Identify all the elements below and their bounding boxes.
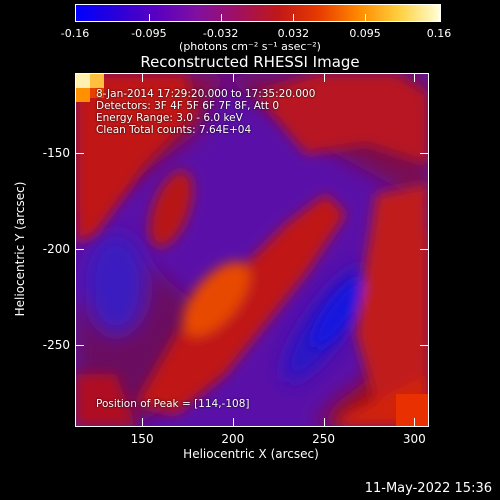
x-tick-mark xyxy=(142,74,144,82)
colorbar-tick-label: 0.095 xyxy=(349,27,381,40)
y-tick-mark xyxy=(76,153,84,155)
colorbar-tick-mark xyxy=(75,14,76,21)
annotation-clean: Clean Total counts: 7.64E+04 xyxy=(96,124,252,136)
x-tick-mark xyxy=(414,418,416,426)
annotation-peak-position: Position of Peak = [114,-108] xyxy=(96,398,250,410)
y-tick-mark xyxy=(420,249,428,250)
colorbar-tick-mark xyxy=(220,14,222,21)
rhessi-image xyxy=(76,74,428,426)
colorbar-units: (photons cm⁻² s⁻¹ asec⁻²) xyxy=(179,40,321,53)
x-tick-label: 300 xyxy=(402,432,426,446)
x-tick-label: 250 xyxy=(312,432,336,446)
annotation-detectors: Detectors: 3F 4F 5F 6F 7F 8F, Att 0 xyxy=(96,100,280,112)
x-tick-label: 150 xyxy=(130,432,154,446)
x-tick-mark xyxy=(323,74,325,82)
colorbar-tick-label: -0.032 xyxy=(202,27,239,40)
y-axis-label: Heliocentric Y (arcsec) xyxy=(13,181,27,317)
plot-title: Reconstructed RHESSI Image xyxy=(140,53,360,71)
colorbar-tick-label: 0.032 xyxy=(277,27,310,40)
x-tick-label: 200 xyxy=(221,432,245,446)
y-tick-mark xyxy=(76,344,84,346)
x-tick-mark xyxy=(232,74,234,82)
y-tick-label: -150 xyxy=(42,146,70,161)
colorbar-tick-mark xyxy=(439,14,440,21)
x-axis-label: Heliocentric X (arcsec) xyxy=(183,447,319,461)
y-tick-mark xyxy=(420,153,428,155)
y-tick-label: -200 xyxy=(42,242,70,256)
x-tick-mark xyxy=(323,418,325,426)
y-tick-label: -250 xyxy=(42,337,70,352)
y-tick-mark xyxy=(420,344,428,346)
y-tick-mark xyxy=(76,249,84,250)
x-tick-mark xyxy=(414,74,416,82)
x-tick-mark xyxy=(142,418,144,426)
annotation-time-range: 8-Jan-2014 17:29:20.000 to 17:35:20.000 xyxy=(96,88,316,100)
annotation-energy: Energy Range: 3.0 - 6.0 keV xyxy=(96,112,243,124)
x-tick-mark xyxy=(232,418,234,426)
image-plot: 8-Jan-2014 17:29:20.000 to 17:35:20.000 … xyxy=(75,73,429,427)
colorbar-tick-label: 0.16 xyxy=(426,27,452,40)
colorbar-tick-mark xyxy=(293,14,295,21)
colorbar xyxy=(75,4,441,22)
date-stamp: 11-May-2022 15:36 xyxy=(364,481,492,496)
colorbar-tick-mark xyxy=(148,14,150,21)
colorbar-tick-label: -0.095 xyxy=(131,27,167,40)
colorbar-tick-mark xyxy=(365,14,367,21)
colorbar-tick-label: -0.16 xyxy=(60,27,90,40)
